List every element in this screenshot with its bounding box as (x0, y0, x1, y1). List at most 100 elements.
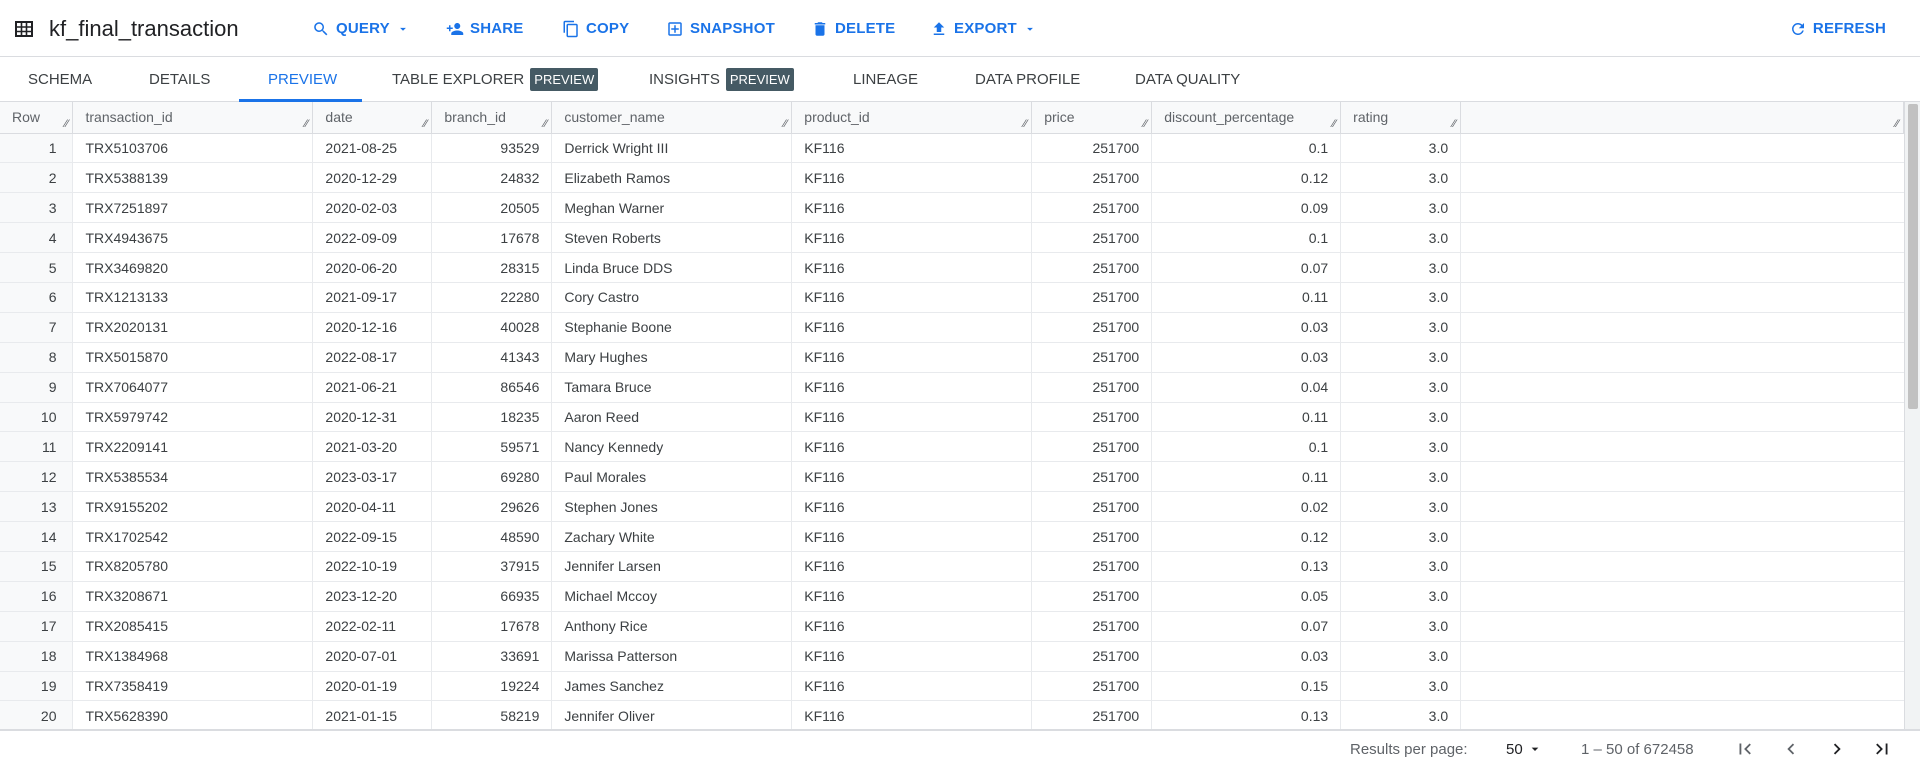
tab-table-explorer[interactable]: TABLE EXPLORER PREVIEW (392, 57, 599, 102)
tab-data-profile[interactable]: DATA PROFILE (975, 57, 1080, 102)
row-number[interactable]: 12 (0, 461, 74, 493)
cell-rating[interactable]: 3.0 (1340, 671, 1462, 702)
column-resize-handle[interactable]: ⁄⁄ (1143, 117, 1148, 130)
cell-branch-id[interactable]: 28315 (431, 252, 553, 283)
cell-discount-percentage[interactable]: 0.03 (1151, 342, 1342, 373)
row-number[interactable]: 4 (0, 222, 74, 254)
column-resize-handle[interactable]: ⁄⁄ (304, 117, 309, 130)
cell-transaction-id[interactable]: TRX8205780 (72, 551, 314, 582)
column-resize-handle[interactable]: ⁄⁄ (1895, 117, 1899, 130)
cell-price[interactable]: 251700 (1031, 461, 1153, 493)
cell-discount-percentage[interactable]: 0.1 (1151, 431, 1342, 463)
cell-discount-percentage[interactable]: 0.02 (1151, 491, 1342, 523)
column-header-rating[interactable]: rating ⁄⁄ (1340, 102, 1462, 134)
cell-rating[interactable]: 3.0 (1340, 312, 1462, 343)
cell-product-id[interactable]: KF116 (791, 641, 1033, 672)
cell-discount-percentage[interactable]: 0.13 (1151, 551, 1342, 582)
cell-customer-name[interactable]: Jennifer Oliver (551, 700, 793, 731)
cell-product-id[interactable]: KF116 (791, 372, 1033, 403)
cell-transaction-id[interactable]: TRX2020131 (72, 312, 314, 343)
cell-price[interactable]: 251700 (1031, 700, 1153, 731)
cell-price[interactable]: 251700 (1031, 402, 1153, 433)
cell-rating[interactable]: 3.0 (1340, 611, 1462, 642)
copy-button[interactable]: COPY (562, 0, 629, 57)
tab-details[interactable]: DETAILS (149, 57, 210, 102)
cell-transaction-id[interactable]: TRX5628390 (72, 700, 314, 731)
cell-discount-percentage[interactable]: 0.05 (1151, 581, 1342, 612)
column-resize-handle[interactable]: ⁄⁄ (423, 117, 428, 130)
cell-transaction-id[interactable]: TRX2209141 (72, 431, 314, 463)
cell-date[interactable]: 2020-04-11 (312, 491, 433, 523)
cell-discount-percentage[interactable]: 0.11 (1151, 402, 1342, 433)
cell-branch-id[interactable]: 40028 (431, 312, 553, 343)
cell-customer-name[interactable]: Zachary White (551, 521, 793, 552)
row-number[interactable]: 10 (0, 402, 74, 433)
cell-discount-percentage[interactable]: 0.03 (1151, 312, 1342, 343)
cell-branch-id[interactable]: 22280 (431, 282, 553, 313)
cell-date[interactable]: 2021-09-17 (312, 282, 433, 313)
cell-transaction-id[interactable]: TRX9155202 (72, 491, 314, 523)
delete-button[interactable]: DELETE (811, 0, 895, 57)
cell-date[interactable]: 2020-12-16 (312, 312, 433, 343)
cell-branch-id[interactable]: 18235 (431, 402, 553, 433)
cell-price[interactable]: 251700 (1031, 192, 1153, 224)
cell-date[interactable]: 2020-01-19 (312, 671, 433, 702)
cell-branch-id[interactable]: 37915 (431, 551, 553, 582)
row-number[interactable]: 1 (0, 133, 74, 164)
row-number[interactable]: 16 (0, 581, 74, 612)
cell-rating[interactable]: 3.0 (1340, 461, 1462, 493)
cell-rating[interactable]: 3.0 (1340, 252, 1462, 283)
scrollbar-thumb[interactable] (1908, 104, 1918, 409)
cell-rating[interactable]: 3.0 (1340, 700, 1462, 731)
cell-discount-percentage[interactable]: 0.04 (1151, 372, 1342, 403)
snapshot-button[interactable]: SNAPSHOT (666, 0, 775, 57)
cell-date[interactable]: 2020-02-03 (312, 192, 433, 224)
column-header-transaction-id[interactable]: transaction_id ⁄⁄ (72, 102, 314, 134)
cell-branch-id[interactable]: 59571 (431, 431, 553, 463)
row-number[interactable]: 15 (0, 551, 74, 582)
cell-branch-id[interactable]: 24832 (431, 162, 553, 194)
cell-customer-name[interactable]: Linda Bruce DDS (551, 252, 793, 283)
tab-insights[interactable]: INSIGHTS PREVIEW (649, 57, 794, 102)
cell-branch-id[interactable]: 29626 (431, 491, 553, 523)
cell-customer-name[interactable]: James Sanchez (551, 671, 793, 702)
share-button[interactable]: SHARE (446, 0, 524, 57)
cell-rating[interactable]: 3.0 (1340, 402, 1462, 433)
cell-discount-percentage[interactable]: 0.12 (1151, 162, 1342, 194)
cell-transaction-id[interactable]: TRX5103706 (72, 133, 314, 164)
cell-price[interactable]: 251700 (1031, 162, 1153, 194)
cell-rating[interactable]: 3.0 (1340, 551, 1462, 582)
row-number[interactable]: 7 (0, 312, 74, 343)
cell-discount-percentage[interactable]: 0.07 (1151, 611, 1342, 642)
cell-branch-id[interactable]: 86546 (431, 372, 553, 403)
cell-customer-name[interactable]: Anthony Rice (551, 611, 793, 642)
cell-customer-name[interactable]: Aaron Reed (551, 402, 793, 433)
row-number[interactable]: 3 (0, 192, 74, 224)
cell-transaction-id[interactable]: TRX2085415 (72, 611, 314, 642)
cell-price[interactable]: 251700 (1031, 611, 1153, 642)
cell-date[interactable]: 2020-12-31 (312, 402, 433, 433)
cell-discount-percentage[interactable]: 0.11 (1151, 461, 1342, 493)
cell-product-id[interactable]: KF116 (791, 192, 1033, 224)
cell-price[interactable]: 251700 (1031, 133, 1153, 164)
cell-date[interactable]: 2021-08-25 (312, 133, 433, 164)
cell-branch-id[interactable]: 69280 (431, 461, 553, 493)
cell-branch-id[interactable]: 19224 (431, 671, 553, 702)
cell-date[interactable]: 2023-12-20 (312, 581, 433, 612)
cell-customer-name[interactable]: Stephen Jones (551, 491, 793, 523)
column-header-discount-percentage[interactable]: discount_percentage ⁄⁄ (1151, 102, 1342, 134)
cell-rating[interactable]: 3.0 (1340, 192, 1462, 224)
tab-schema[interactable]: SCHEMA (28, 57, 92, 102)
column-header-price[interactable]: price ⁄⁄ (1031, 102, 1153, 134)
column-resize-handle[interactable]: ⁄⁄ (1023, 117, 1028, 130)
cell-date[interactable]: 2022-09-15 (312, 521, 433, 552)
cell-date[interactable]: 2022-08-17 (312, 342, 433, 373)
column-resize-handle[interactable]: ⁄⁄ (783, 117, 788, 130)
cell-product-id[interactable]: KF116 (791, 162, 1033, 194)
cell-date[interactable]: 2021-03-20 (312, 431, 433, 463)
cell-customer-name[interactable]: Paul Morales (551, 461, 793, 493)
row-number[interactable]: 18 (0, 641, 74, 672)
cell-branch-id[interactable]: 66935 (431, 581, 553, 612)
cell-branch-id[interactable]: 17678 (431, 222, 553, 254)
row-number[interactable]: 5 (0, 252, 74, 283)
